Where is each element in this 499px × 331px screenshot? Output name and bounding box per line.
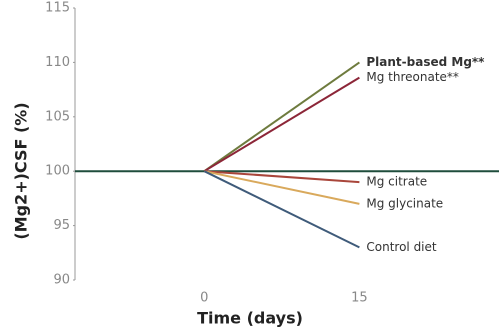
y-tick-label: 100 xyxy=(45,164,70,179)
y-tick-label: 110 xyxy=(45,55,70,70)
series-label: Control diet xyxy=(366,240,437,254)
series-label: Mg threonate** xyxy=(366,70,459,84)
y-tick-label: 95 xyxy=(53,218,70,233)
x-tick-label: 0 xyxy=(200,291,208,306)
x-tick-label: 15 xyxy=(351,291,368,306)
x-axis-title: Time (days) xyxy=(197,309,303,328)
series-line xyxy=(204,170,360,205)
y-tick-label: 90 xyxy=(53,273,70,288)
y-tick-label: 115 xyxy=(45,1,70,16)
series-line xyxy=(203,170,360,249)
series-line xyxy=(203,61,360,173)
series-label: Mg citrate xyxy=(366,175,427,189)
series-label: Mg glycinate xyxy=(366,196,443,210)
series-label: Plant-based Mg** xyxy=(366,55,485,69)
y-tick-label: 105 xyxy=(45,109,70,124)
y-axis-title: (Mg2+)CSF (%) xyxy=(12,102,31,239)
series-line xyxy=(203,76,360,173)
series-line xyxy=(204,170,360,184)
